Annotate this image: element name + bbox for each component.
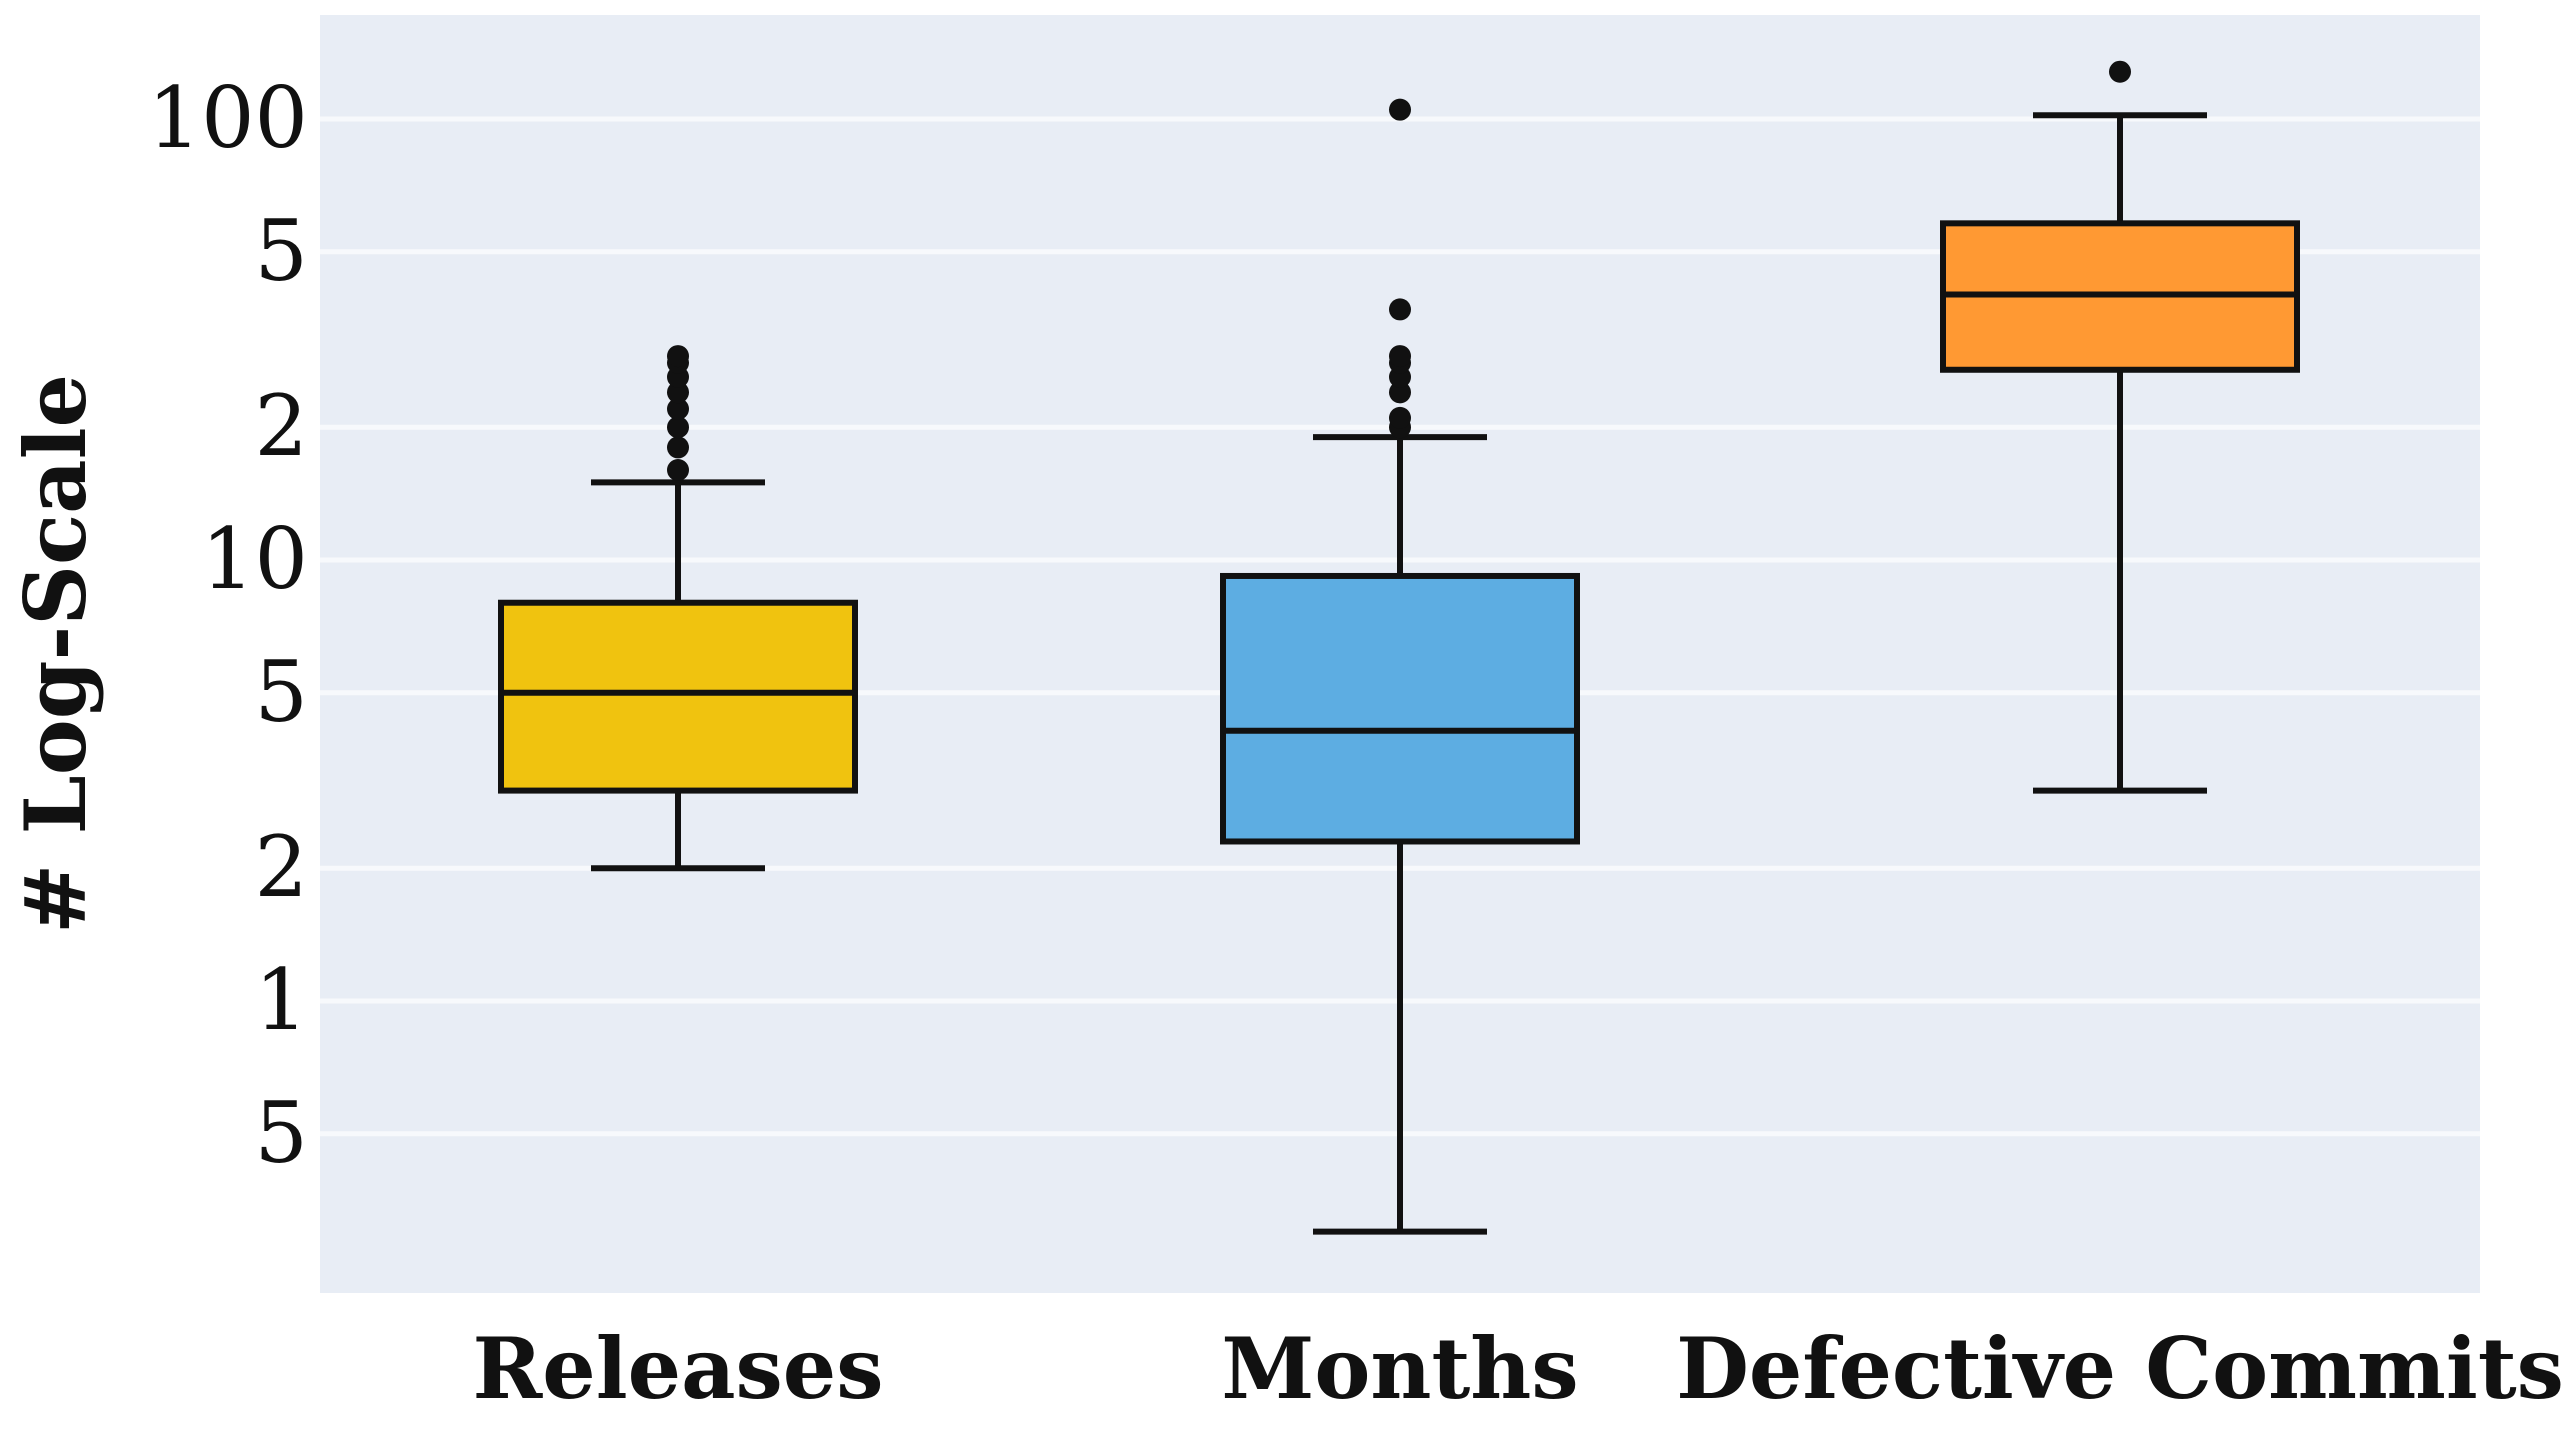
- y-tick-label: 2: [255, 377, 308, 475]
- iqr-box: [1220, 572, 1580, 845]
- y-tick-label: 10: [201, 510, 308, 608]
- x-category-label: Releases: [472, 1319, 883, 1418]
- outlier-point: [1389, 381, 1411, 404]
- box-group-releases: [498, 345, 858, 872]
- outlier-point: [667, 458, 689, 481]
- y-tick-label: 5: [255, 1084, 308, 1182]
- outlier-point: [667, 436, 689, 459]
- box-group-months: [1220, 98, 1580, 1235]
- y-axis-title: # Log-Scale: [6, 374, 105, 934]
- y-tick-label: 1: [255, 951, 308, 1049]
- outlier-point: [2109, 60, 2131, 83]
- category-labels: Releases Months Defective Commits: [472, 1319, 2563, 1418]
- outlier-point: [667, 397, 689, 420]
- x-category-label: Months: [1221, 1319, 1578, 1418]
- outlier-point: [667, 416, 689, 439]
- iqr-box: [498, 599, 858, 794]
- box-group-defective-commits: [1940, 60, 2300, 794]
- y-tick-label: 5: [255, 643, 308, 741]
- y-tick-label: 5: [255, 202, 308, 300]
- x-category-label: Defective Commits: [1676, 1319, 2564, 1418]
- outlier-point: [1389, 345, 1411, 368]
- y-tick-label: 2: [255, 818, 308, 916]
- boxes: [498, 60, 2300, 1235]
- y-tick-label: 100: [148, 69, 308, 167]
- outlier-point: [667, 345, 689, 368]
- outlier-point: [667, 381, 689, 404]
- outlier-point: [1389, 298, 1411, 321]
- y-axis-ticks: 5 1 2 5 10 2 5 100: [148, 69, 308, 1182]
- outlier-point: [1389, 98, 1411, 121]
- outlier-point: [1389, 406, 1411, 429]
